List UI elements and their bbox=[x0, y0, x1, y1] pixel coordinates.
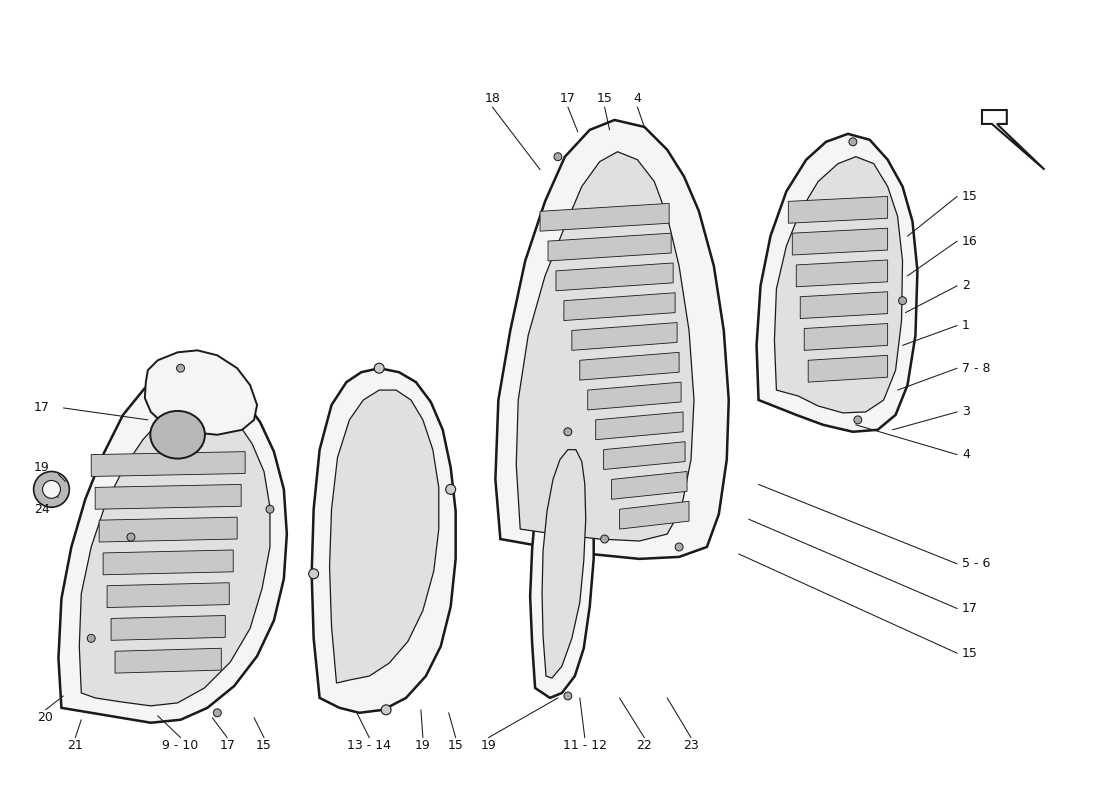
Polygon shape bbox=[804, 323, 888, 350]
Text: 20: 20 bbox=[37, 711, 54, 724]
Polygon shape bbox=[542, 450, 585, 678]
Polygon shape bbox=[111, 615, 226, 640]
Text: 7 - 8: 7 - 8 bbox=[962, 362, 991, 374]
Polygon shape bbox=[58, 368, 287, 722]
Circle shape bbox=[126, 533, 135, 541]
Polygon shape bbox=[145, 350, 257, 434]
Polygon shape bbox=[516, 152, 694, 541]
Text: 5 - 6: 5 - 6 bbox=[962, 558, 990, 570]
Polygon shape bbox=[587, 382, 681, 410]
Circle shape bbox=[849, 138, 857, 146]
Text: 13 - 14: 13 - 14 bbox=[348, 739, 392, 752]
Polygon shape bbox=[796, 260, 888, 286]
Polygon shape bbox=[757, 134, 917, 432]
Polygon shape bbox=[801, 292, 888, 318]
Polygon shape bbox=[556, 263, 673, 290]
Circle shape bbox=[564, 428, 572, 436]
Text: 21: 21 bbox=[67, 739, 84, 752]
Polygon shape bbox=[612, 471, 688, 499]
Text: 9 - 10: 9 - 10 bbox=[163, 739, 199, 752]
Circle shape bbox=[34, 471, 69, 507]
Circle shape bbox=[309, 569, 319, 578]
Text: 15: 15 bbox=[962, 646, 978, 660]
Text: 15: 15 bbox=[256, 739, 272, 752]
Circle shape bbox=[446, 485, 455, 494]
Text: 4: 4 bbox=[962, 448, 970, 461]
Text: 1: 1 bbox=[962, 319, 970, 332]
Polygon shape bbox=[548, 233, 671, 261]
Text: 15: 15 bbox=[448, 739, 463, 752]
Polygon shape bbox=[530, 432, 594, 698]
Polygon shape bbox=[311, 368, 455, 713]
Text: 3: 3 bbox=[962, 406, 970, 418]
Polygon shape bbox=[99, 517, 238, 542]
Text: 15: 15 bbox=[962, 190, 978, 203]
Text: 11 - 12: 11 - 12 bbox=[563, 739, 607, 752]
Polygon shape bbox=[792, 228, 888, 255]
Circle shape bbox=[554, 153, 562, 161]
Polygon shape bbox=[789, 197, 888, 223]
Polygon shape bbox=[495, 120, 728, 559]
Circle shape bbox=[382, 705, 392, 714]
Text: 15: 15 bbox=[596, 92, 613, 105]
Ellipse shape bbox=[151, 411, 205, 458]
Polygon shape bbox=[116, 648, 221, 673]
Circle shape bbox=[899, 297, 906, 305]
Polygon shape bbox=[103, 550, 233, 574]
Polygon shape bbox=[572, 322, 678, 350]
Circle shape bbox=[601, 535, 608, 543]
Text: 18: 18 bbox=[484, 92, 500, 105]
Polygon shape bbox=[79, 403, 270, 706]
Circle shape bbox=[854, 416, 861, 424]
Text: 22: 22 bbox=[637, 739, 652, 752]
Text: 17: 17 bbox=[560, 92, 575, 105]
Circle shape bbox=[564, 692, 572, 700]
Text: 19: 19 bbox=[34, 461, 50, 474]
Polygon shape bbox=[91, 452, 245, 477]
Text: 4: 4 bbox=[634, 92, 641, 105]
Polygon shape bbox=[604, 442, 685, 470]
Polygon shape bbox=[580, 352, 679, 380]
Text: 24: 24 bbox=[34, 502, 50, 516]
Circle shape bbox=[374, 363, 384, 373]
Polygon shape bbox=[982, 110, 1045, 170]
Circle shape bbox=[213, 709, 221, 717]
Polygon shape bbox=[330, 390, 439, 683]
Circle shape bbox=[177, 364, 185, 372]
Polygon shape bbox=[808, 355, 888, 382]
Circle shape bbox=[43, 481, 60, 498]
Text: 19: 19 bbox=[481, 739, 496, 752]
Text: 17: 17 bbox=[34, 402, 50, 414]
Circle shape bbox=[87, 634, 96, 642]
Polygon shape bbox=[96, 485, 241, 510]
Circle shape bbox=[266, 506, 274, 514]
Text: 2: 2 bbox=[962, 279, 970, 292]
Text: 17: 17 bbox=[962, 602, 978, 615]
Text: 16: 16 bbox=[962, 234, 978, 248]
Polygon shape bbox=[564, 293, 675, 321]
Text: 23: 23 bbox=[683, 739, 698, 752]
Polygon shape bbox=[596, 412, 683, 440]
Circle shape bbox=[675, 543, 683, 551]
Polygon shape bbox=[540, 203, 669, 231]
Polygon shape bbox=[107, 582, 229, 607]
Text: 19: 19 bbox=[415, 739, 431, 752]
Polygon shape bbox=[619, 502, 689, 529]
Polygon shape bbox=[774, 157, 902, 413]
Text: 17: 17 bbox=[219, 739, 235, 752]
